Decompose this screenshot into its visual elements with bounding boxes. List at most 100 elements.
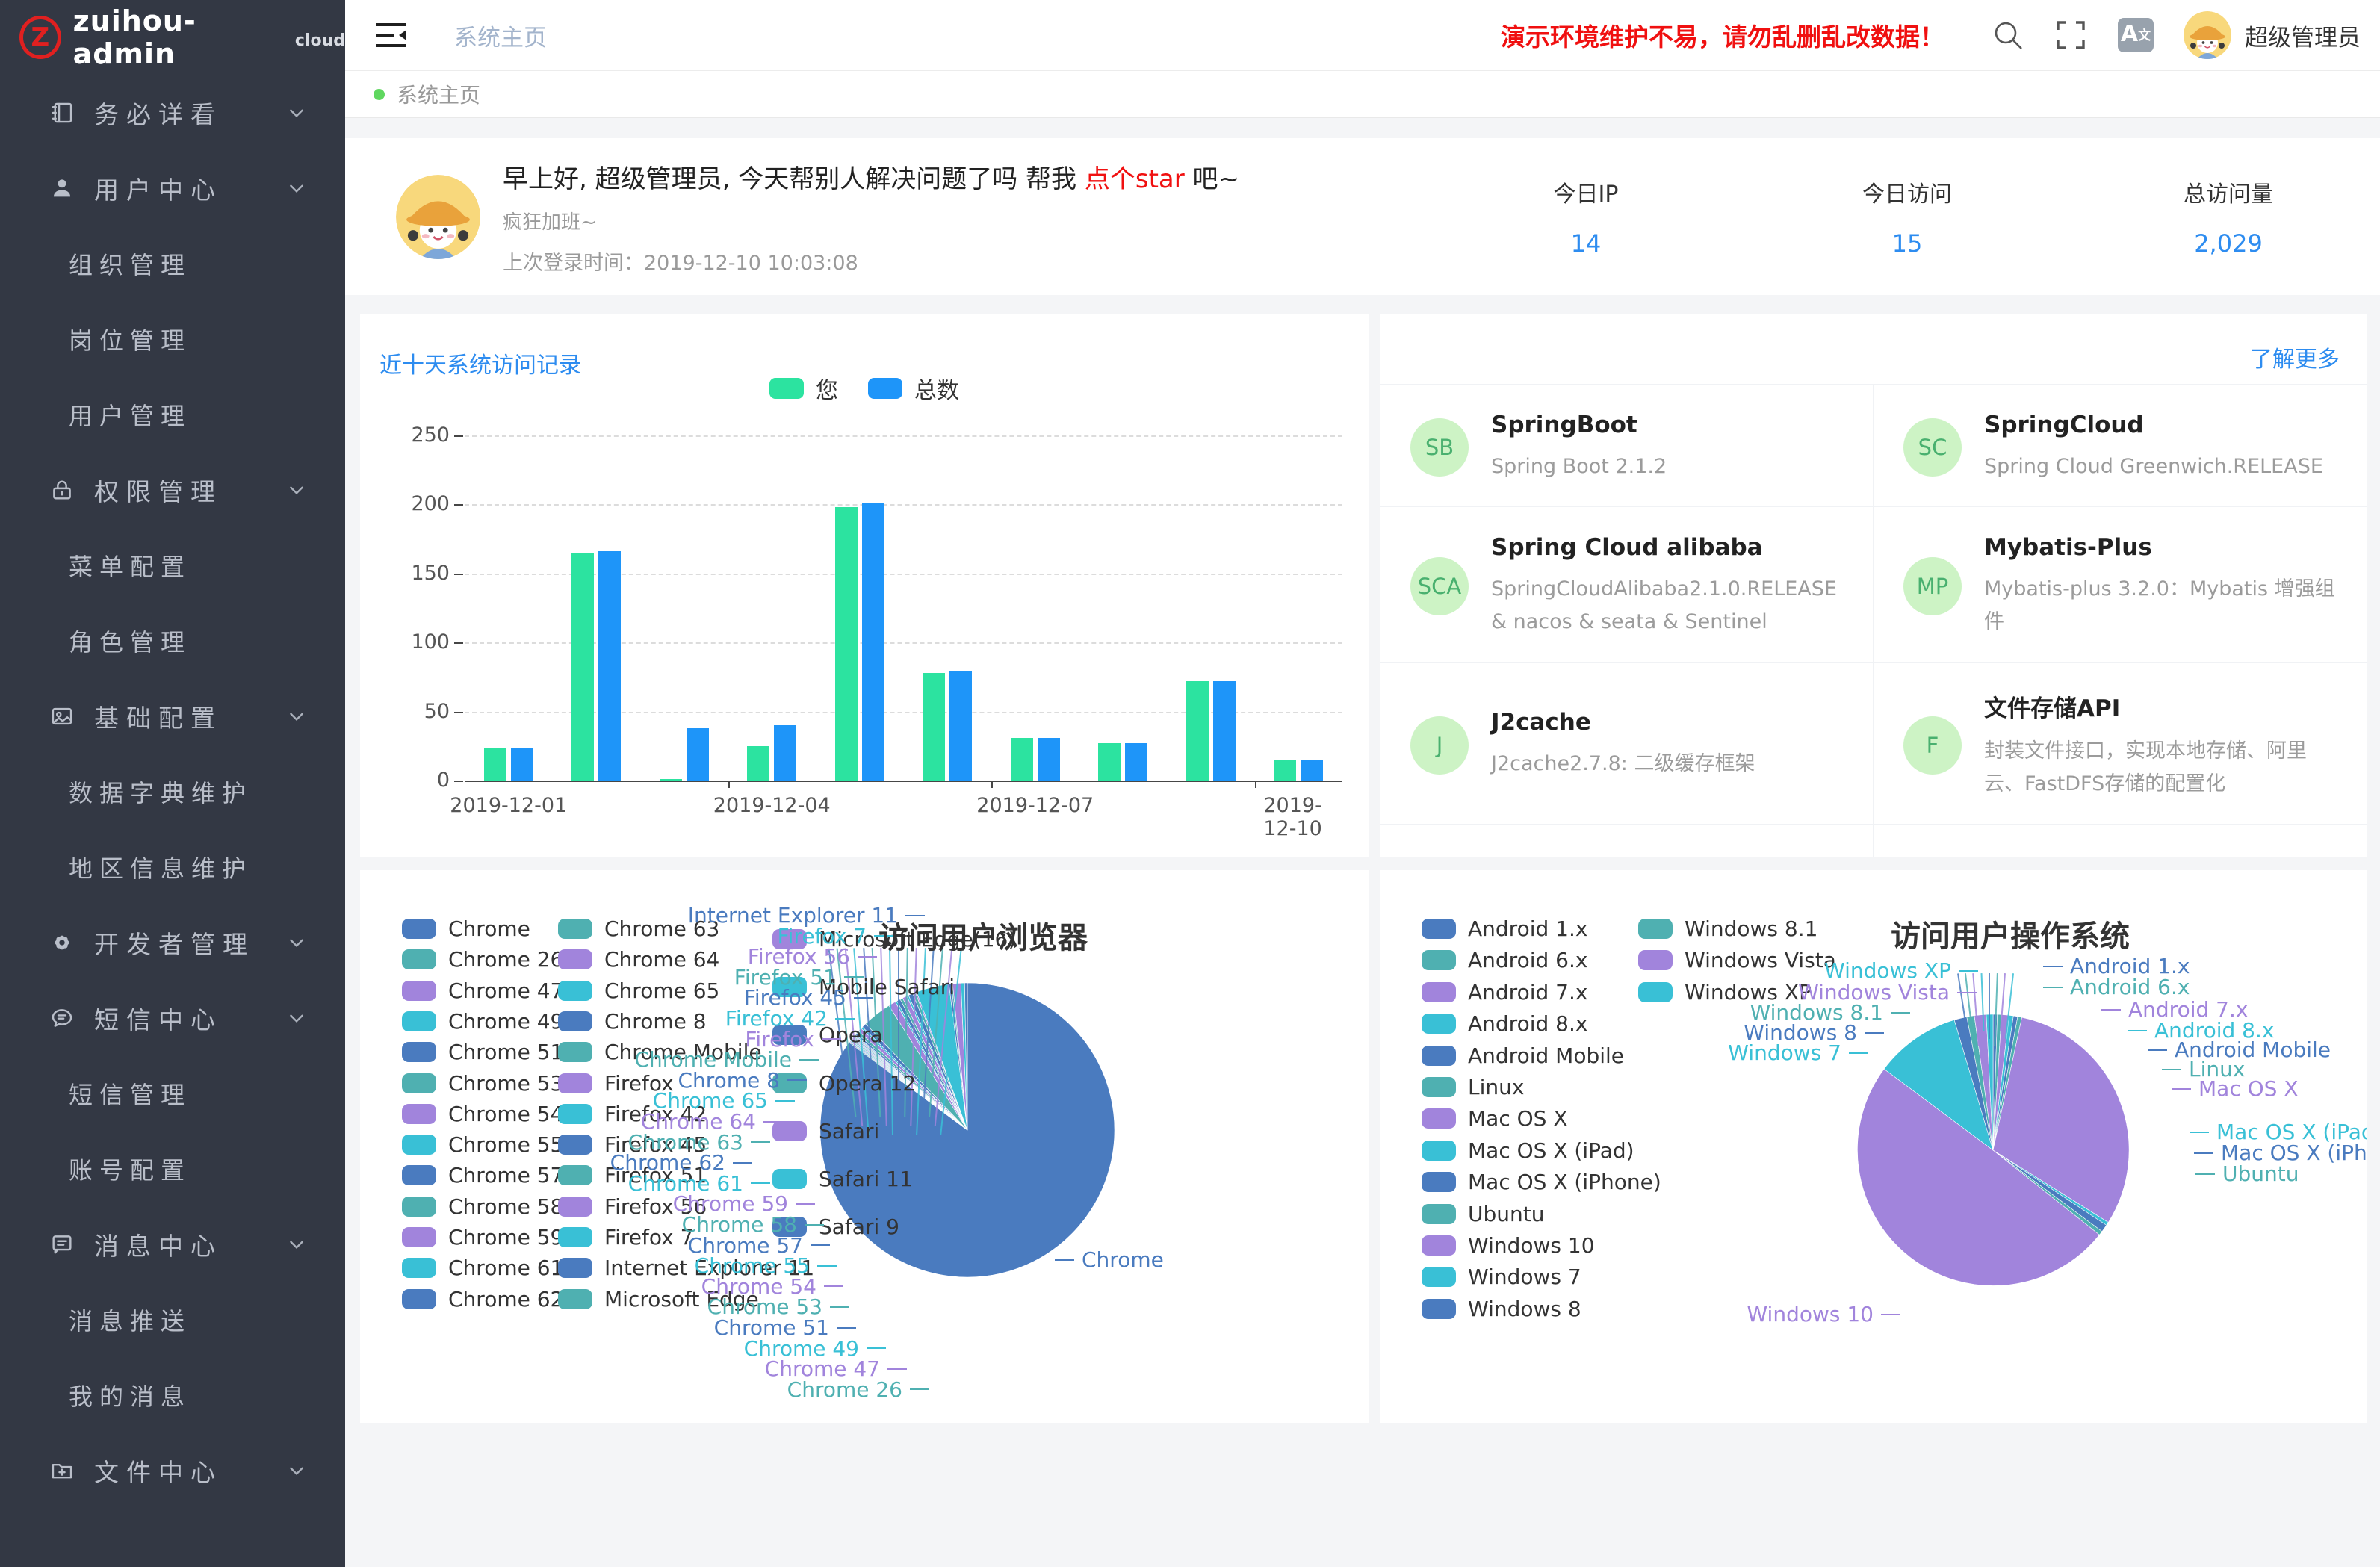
legend-item[interactable]: Chrome 51 [402,1040,563,1064]
legend-item[interactable]: Windows XP [1638,980,1812,1005]
legend-item[interactable]: Mac OS X [1422,1106,1568,1131]
legend-item[interactable]: Windows Vista [1638,948,1836,972]
tech-cell[interactable]: MP Mybatis-Plus Mybatis-plus 3.2.0：Mybatis… [1874,506,2367,662]
username[interactable]: 超级管理员 [2245,24,2361,52]
legend-item[interactable]: Firefox 51 [558,1163,707,1188]
legend-item[interactable]: Safari [772,1119,879,1144]
legend-item[interactable]: Android 8.x [1422,1011,1587,1036]
legend-item[interactable]: Chrome 58 [402,1194,563,1219]
bar-you[interactable] [1098,743,1121,781]
legend-item[interactable]: Android Mobile [1422,1043,1624,1068]
bar-you[interactable] [1186,680,1209,781]
legend-item[interactable]: Chrome 26 [402,947,563,972]
sidebar-item[interactable]: 基础配置 [0,678,345,754]
bar-total[interactable] [861,503,884,781]
sidebar-subitem[interactable]: 角色管理 [0,603,345,678]
tech-cell[interactable]: SC SpringCloud Spring Cloud Greenwich.RELE… [1874,384,2367,506]
legend-item[interactable]: Chrome 49 [402,1009,563,1034]
legend-item[interactable]: Windows 8.1 [1638,916,1817,941]
legend-item[interactable]: Safari 11 [772,1167,913,1191]
bar-total[interactable] [1212,680,1236,781]
legend-item[interactable]: Firefox 45 [558,1132,707,1157]
bar-you[interactable] [483,747,506,781]
legend-item[interactable]: Mac OS X (iPad) [1422,1138,1634,1163]
sidebar-subitem[interactable]: 短信管理 [0,1055,345,1131]
sidebar-subitem[interactable]: 数据字典维护 [0,754,345,829]
sidebar-item[interactable]: 权限管理 [0,452,345,527]
legend-item[interactable]: Chrome 57 [402,1163,563,1188]
legend-item[interactable]: Mac OS X (iPhone) [1422,1170,1661,1194]
bar-you[interactable] [1010,737,1033,781]
sidebar-subitem[interactable]: 菜单配置 [0,527,345,603]
legend-item[interactable]: Microsoft Edge [558,1287,759,1312]
pie-slice[interactable] [819,982,1115,1278]
sidebar-subitem[interactable]: 我的消息 [0,1357,345,1433]
legend-item[interactable]: Chrome 47 [402,978,563,1003]
legend-item[interactable]: Chrome 53 [402,1071,563,1096]
sidebar-item[interactable]: 短信中心 [0,980,345,1055]
tech-cell[interactable]: SB SpringBoot Spring Boot 2.1.2 [1380,384,1874,506]
bar-total[interactable] [598,551,622,781]
legend-item[interactable]: Ubuntu [1422,1202,1544,1226]
legend-item[interactable]: Chrome 64 [558,947,719,972]
learn-more-link[interactable]: 了解更多 [2250,347,2340,373]
legend-item[interactable]: Android 1.x [1422,916,1587,941]
legend-item[interactable]: Firefox 7 [558,1225,693,1250]
legend-item[interactable]: Chrome 54 [402,1102,563,1126]
legend-item[interactable]: Chrome 61 [402,1256,563,1280]
star-link[interactable]: 点个star [1084,164,1185,194]
legend-item[interactable]: Safari 9 [772,1214,899,1239]
bar-you[interactable] [747,745,770,781]
legend-item[interactable]: Chrome 8 [558,1009,707,1034]
legend-item[interactable]: Chrome [402,916,530,941]
tab-home[interactable]: 系统主页 [345,71,509,117]
bar-total[interactable] [1037,737,1060,781]
sidebar-subitem[interactable]: 消息推送 [0,1282,345,1357]
sidebar-item[interactable]: 务必详看 [0,75,345,150]
legend-item[interactable]: 总数 [868,372,959,405]
legend-item[interactable]: Firefox [558,1071,674,1096]
legend-item[interactable]: Chrome 65 [558,978,719,1003]
bar-you[interactable] [571,553,595,781]
bar-total[interactable] [1301,760,1324,781]
legend-item[interactable]: Firefox 42 [558,1102,707,1126]
avatar[interactable] [2184,11,2231,59]
sidebar-subitem[interactable]: 账号配置 [0,1131,345,1206]
legend-item[interactable]: Microsoft Edge(16) [772,927,1016,952]
bar-total[interactable] [686,727,709,781]
legend-item[interactable]: Windows 8 [1422,1297,1581,1321]
search-icon[interactable] [1992,19,2024,51]
legend-item[interactable]: Opera 12 [772,1071,916,1096]
legend-item[interactable]: Mobile Safari [772,975,955,999]
pie-slice[interactable] [1992,1017,2130,1223]
legend-item[interactable]: Linux [1422,1075,1524,1099]
legend-item[interactable]: Chrome 59 [402,1225,563,1250]
menu-collapse-icon[interactable] [375,22,408,49]
bar-total[interactable] [774,725,797,781]
pie-slice[interactable] [1883,1020,1994,1151]
legend-item[interactable]: Chrome Mobile [558,1040,762,1064]
legend-item[interactable]: Firefox 56 [558,1194,707,1219]
bar-you[interactable] [923,672,946,781]
tech-cell[interactable]: M监控集成SpringBootAdmin、Zipkin、Redis、Mysql、… [1380,823,1874,857]
sidebar-subitem[interactable]: 岗位管理 [0,301,345,376]
legend-item[interactable]: Windows 10 [1422,1233,1595,1258]
sidebar-subitem[interactable]: 用户管理 [0,376,345,452]
tech-cell[interactable]: F 文件存储API 封装文件接口，实现本地存储、阿里云、FastDFS存储的配置化 [1874,661,2367,824]
bar-you[interactable] [659,779,682,781]
sidebar-item[interactable]: 消息中心 [0,1206,345,1282]
bar-you[interactable] [834,507,858,781]
fullscreen-icon[interactable] [2055,19,2086,51]
legend-item[interactable]: Internet Explorer 11 [558,1256,814,1280]
sidebar-subitem[interactable]: 组织管理 [0,226,345,301]
legend-item[interactable]: Windows 7 [1422,1265,1581,1289]
pie-slice[interactable] [964,982,968,1131]
sidebar-item[interactable]: 开发者管理 [0,904,345,980]
legend-item[interactable]: 您 [769,372,838,405]
legend-item[interactable]: Android 7.x [1422,980,1587,1005]
bar-total[interactable] [1125,743,1148,781]
tech-cell[interactable]: C容器技术虚拟化容器技术，让迁移、部署更加方便快捷 [1874,823,2367,857]
bar-you[interactable] [1274,760,1297,781]
legend-item[interactable]: Chrome 63 [558,916,719,941]
